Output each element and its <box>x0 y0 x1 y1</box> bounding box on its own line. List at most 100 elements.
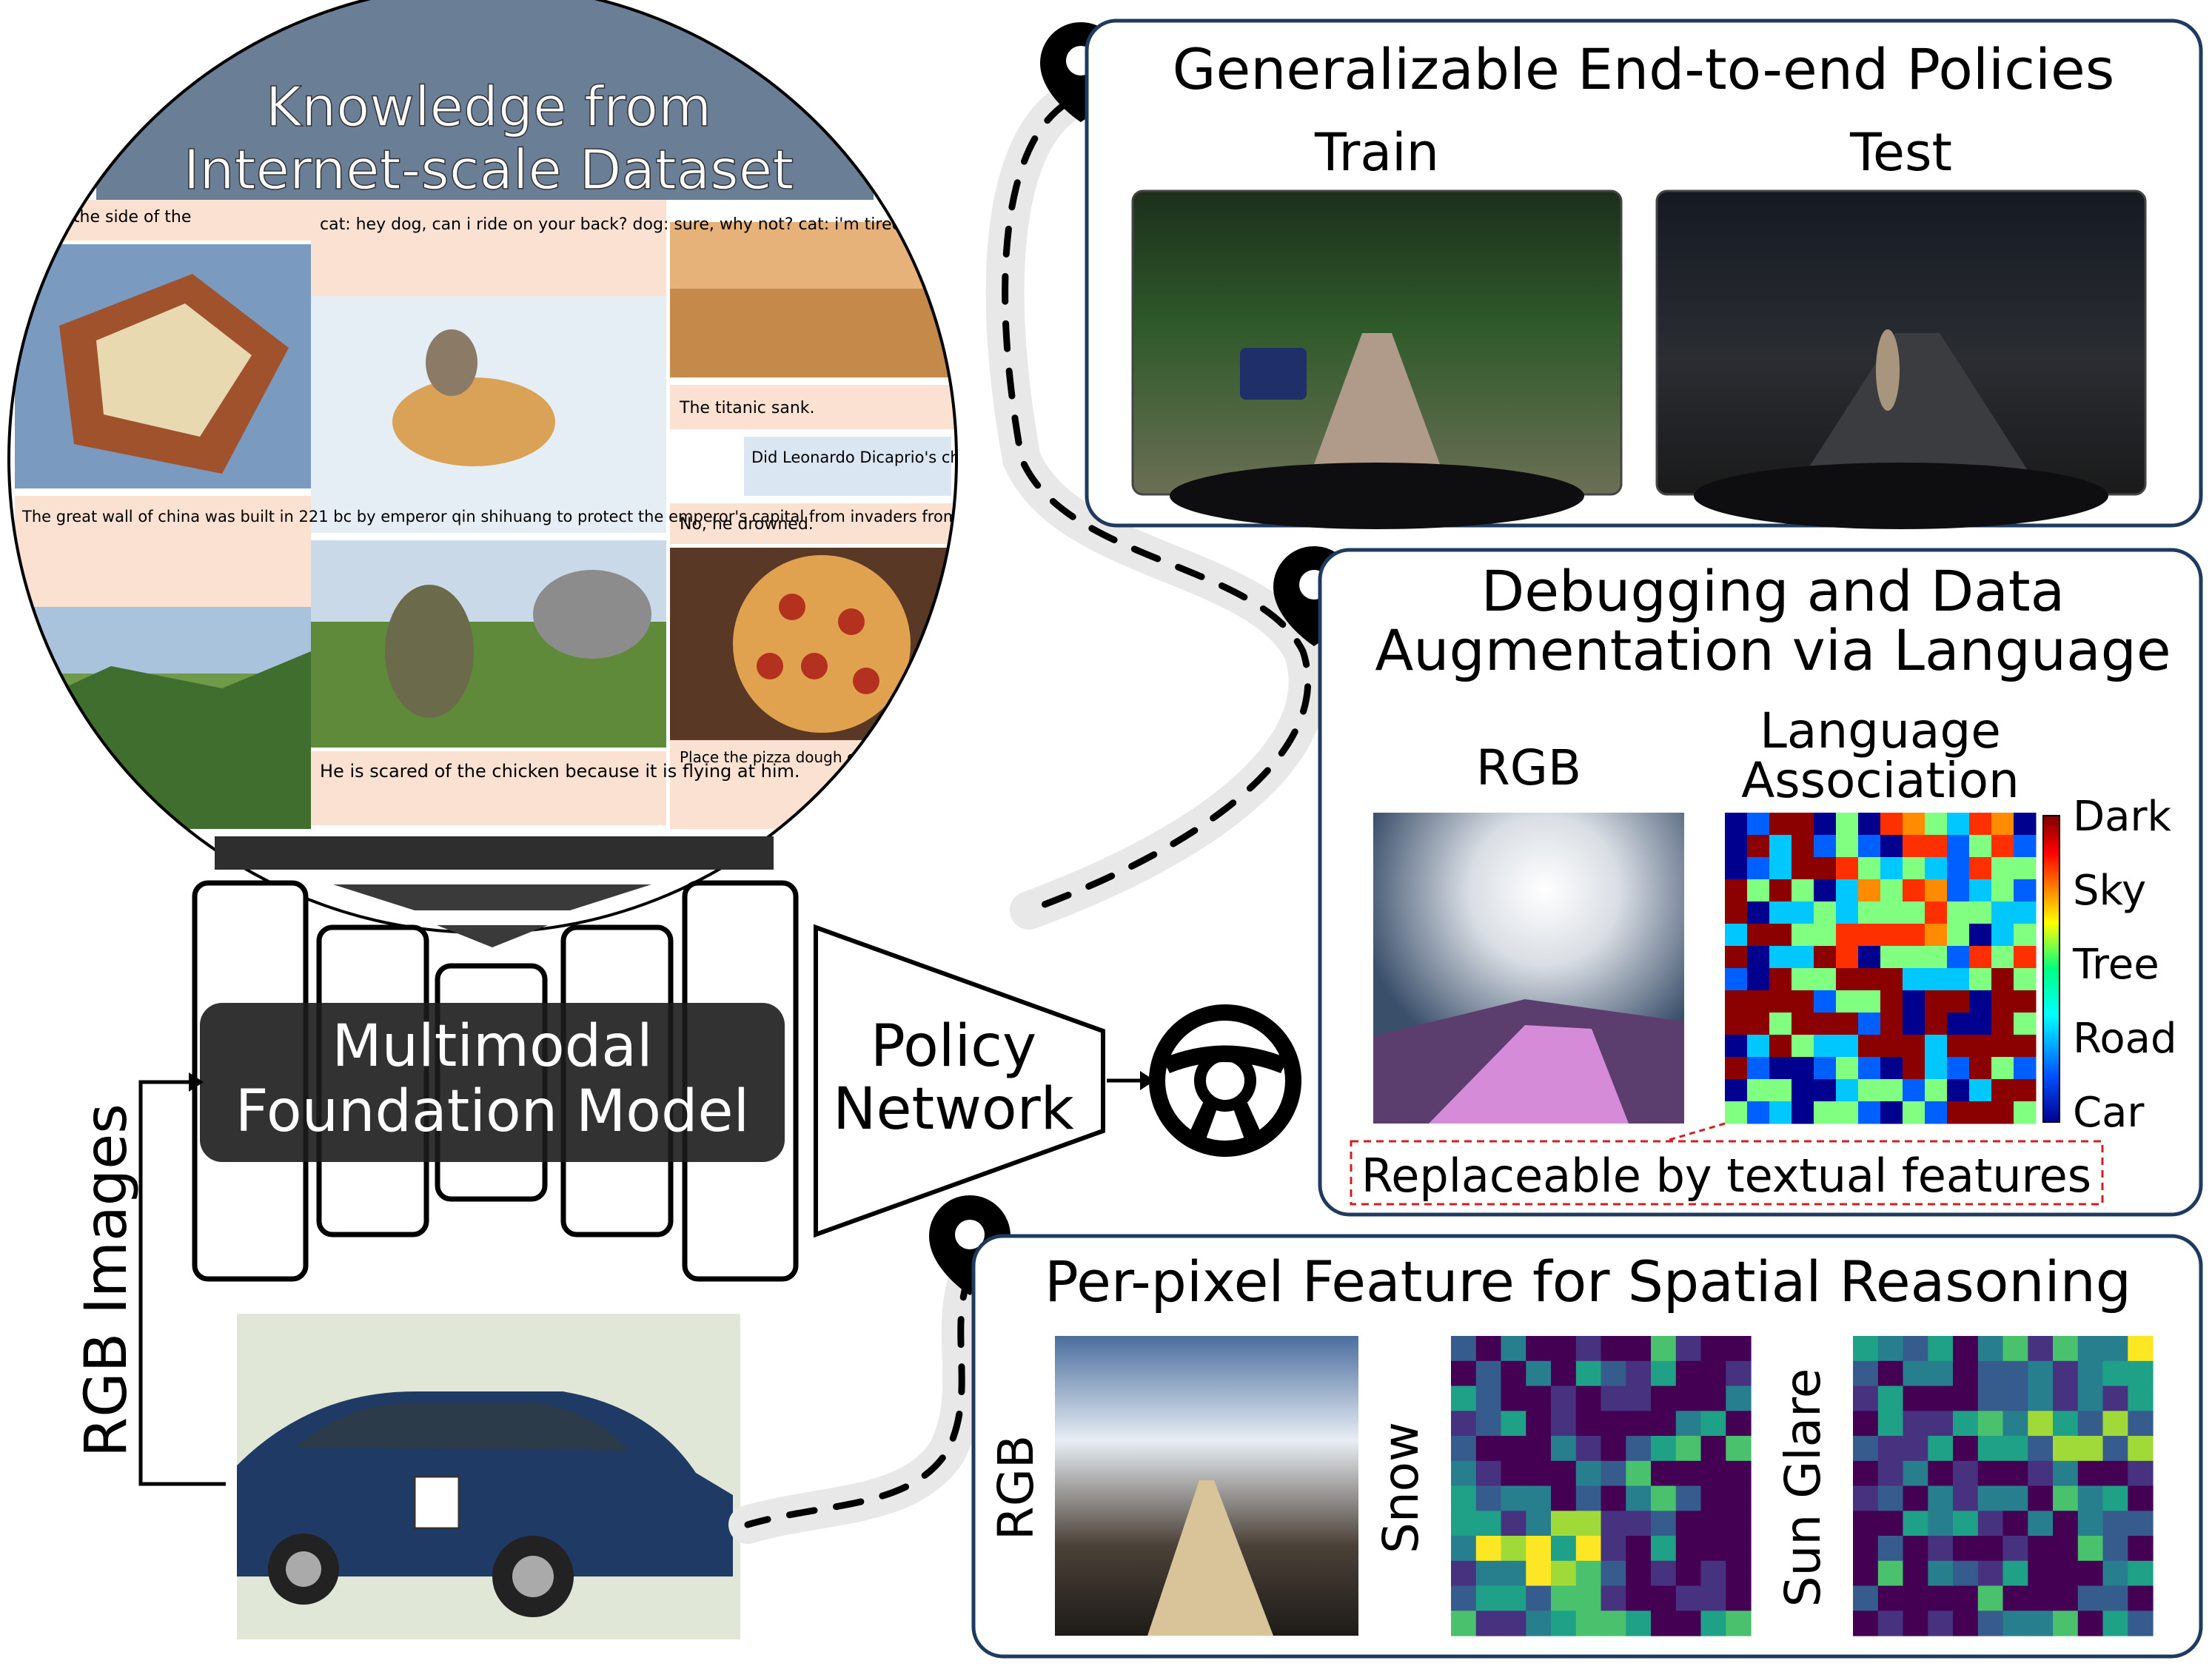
heatmap-cell <box>1601 1585 1626 1611</box>
heatmap-cell <box>1601 1511 1626 1537</box>
heatmap-cell <box>1626 1336 1652 1362</box>
heatmap-cell <box>1601 1386 1626 1411</box>
heatmap-cell <box>1726 1560 1752 1587</box>
heatmap-cell <box>1451 1386 1477 1411</box>
model-label-line2: Foundation Model <box>235 1078 749 1145</box>
heatmap-cell <box>1928 1485 1954 1511</box>
heatmap-cell <box>2053 1511 2079 1537</box>
heatmap-cell <box>1769 1057 1792 1080</box>
heatmap-cell <box>1814 901 1837 924</box>
heatmap-cell <box>1769 813 1792 836</box>
heatmap-cell <box>2002 1536 2028 1562</box>
heatmap-cell <box>1977 1511 2004 1537</box>
heatmap-cell <box>1501 1460 1526 1487</box>
heatmap-cell <box>1977 1411 2004 1437</box>
heatmap-cell <box>2128 1536 2154 1562</box>
heatmap-cell <box>1601 1411 1626 1437</box>
heatmap-cell <box>1475 1611 1502 1636</box>
legend-tree: Tree <box>2072 941 2159 989</box>
snippet-drowned: No, he drowned. <box>680 515 814 534</box>
heatmap-cell <box>1969 968 1992 991</box>
heatmap-cell <box>1814 990 1837 1013</box>
heatmap-cell <box>2053 1460 2079 1487</box>
heatmap-cell <box>1551 1360 1577 1387</box>
heatmap-cell <box>1551 1436 1577 1462</box>
policy-network-trapezoid <box>814 924 1105 1238</box>
legend-dark: Dark <box>2073 793 2171 841</box>
heatmap-cell <box>1903 1611 1928 1636</box>
heatmap-cell <box>2014 879 2037 902</box>
heatmap-cell <box>1551 1536 1577 1562</box>
heatmap-cell <box>1651 1386 1677 1411</box>
heatmap-cell <box>2002 1611 2028 1636</box>
heatmap-cell <box>1836 835 1859 858</box>
heatmap-cell <box>1953 1336 1979 1362</box>
heatmap-cell <box>1726 1611 1752 1636</box>
heatmap-cell <box>1575 1386 1602 1411</box>
heatmap-cell <box>1526 1460 1552 1487</box>
heatmap-cell <box>1501 1360 1526 1387</box>
heatmap-cell <box>1575 1336 1602 1362</box>
heatmap-cell <box>1526 1511 1552 1537</box>
heatmap-cell <box>1925 835 1948 858</box>
heatmap-cell <box>1726 1536 1752 1562</box>
heatmap-cell <box>1451 1336 1477 1362</box>
sun-glare-label: Sun Glare <box>1774 1369 1831 1608</box>
heatmap-cell <box>1501 1611 1526 1636</box>
heatmap-cell <box>1969 879 1992 902</box>
heatmap-cell <box>1947 1101 1970 1124</box>
panel3-title: Per-pixel Feature for Spatial Reasoning <box>1045 1249 2131 1314</box>
heatmap-cell <box>1814 857 1837 880</box>
heatmap-cell <box>1903 1411 1928 1437</box>
heatmap-cell <box>1977 1536 2004 1562</box>
heatmap-cell <box>1475 1336 1502 1362</box>
heatmap-cell <box>1575 1611 1602 1636</box>
heatmap-cell <box>1903 857 1926 880</box>
heatmap-cell <box>2053 1560 2079 1587</box>
heatmap-cell <box>1991 879 2014 902</box>
heatmap-cell <box>1858 1101 1881 1124</box>
heatmap-cell <box>2028 1336 2054 1362</box>
heatmap-cell <box>1792 968 1814 991</box>
heatmap-cell <box>1575 1536 1602 1562</box>
heatmap-cell <box>1451 1585 1477 1611</box>
heatmap-cell <box>1726 1360 1752 1387</box>
heatmap-cell <box>1858 1057 1881 1080</box>
heatmap-cell <box>2102 1460 2128 1487</box>
heatmap-cell <box>1501 1411 1526 1437</box>
heatmap-cell <box>1725 835 1748 858</box>
heatmap-cell <box>2053 1360 2079 1387</box>
heatmap-cell <box>1991 835 2014 858</box>
panel-generalizable: Generalizable End-to-end Policies Train … <box>1085 19 2203 529</box>
heatmap-cell <box>2077 1460 2104 1487</box>
heatmap-cell <box>2002 1560 2028 1587</box>
heatmap-cell <box>1903 1585 1928 1611</box>
heatmap-cell <box>2128 1336 2154 1362</box>
heatmap-cell <box>2002 1485 2028 1511</box>
heatmap-cell <box>1726 1485 1752 1511</box>
heatmap-cell <box>1475 1485 1502 1511</box>
heatmap-cell <box>2102 1436 2128 1462</box>
heatmap-cell <box>1501 1436 1526 1462</box>
heatmap-cell <box>2077 1560 2104 1587</box>
heatmap-cell <box>1858 1013 1881 1035</box>
heatmap-cell <box>1858 990 1881 1013</box>
heatmap-cell <box>1858 901 1881 924</box>
heatmap-cell <box>1836 857 1859 880</box>
heatmap-cell <box>1947 901 1970 924</box>
heatmap-cell <box>1675 1411 1702 1437</box>
heatmap-cell <box>1928 1585 1954 1611</box>
snippet-side: de on the side of the <box>22 208 191 226</box>
heatmap-cell <box>1947 1057 1970 1080</box>
heatmap-cell <box>1977 1611 2004 1636</box>
heatmap-cell <box>1526 1411 1552 1437</box>
heatmap-cell <box>1953 1386 1979 1411</box>
heatmap-cell <box>1853 1436 1879 1462</box>
heatmap-cell <box>2028 1436 2054 1462</box>
heatmap-cell <box>1700 1386 1726 1411</box>
heatmap-cell <box>1451 1460 1477 1487</box>
heatmap-cell <box>1836 879 1859 902</box>
heatmap-cell <box>1977 1336 2004 1362</box>
panel-per-pixel: Per-pixel Feature for Spatial Reasoning … <box>971 1234 2203 1659</box>
heatmap-cell <box>1969 1101 1992 1124</box>
